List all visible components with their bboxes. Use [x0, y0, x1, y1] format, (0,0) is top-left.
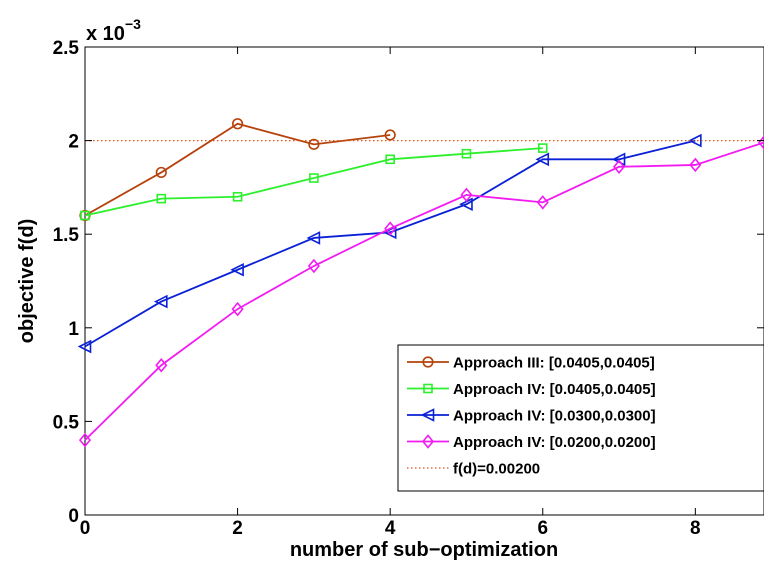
y-axis-label: objective f(d) — [16, 219, 38, 343]
axes-layer: 0 2 4 6 8 0 0.5 1 1.5 2 2.5 — [53, 38, 764, 539]
data-point-diamond — [231, 301, 244, 317]
series-layer — [77, 118, 764, 448]
legend-label: Approach IV: [0.0200,0.0200] — [453, 434, 656, 451]
data-point-square — [80, 210, 90, 221]
data-point-square — [309, 173, 319, 183]
series-line — [84, 122, 391, 217]
data-point-circle — [155, 166, 167, 179]
data-point-circle — [422, 356, 434, 368]
series-line — [84, 141, 764, 441]
legend-label: Approach IV: [0.0300,0.0300] — [453, 408, 656, 425]
data-point-circle — [384, 129, 396, 141]
data-point-diamond — [460, 187, 473, 203]
data-point-diamond — [613, 159, 626, 175]
data-point-triangle — [420, 408, 435, 422]
legend-items: Approach III: [0.0405,0.0405] Approach IV… — [407, 355, 656, 478]
legend: Approach III: [0.0405,0.0405] Approach IV… — [397, 344, 764, 492]
x-tick-label: 4 — [385, 518, 396, 539]
data-point-square — [423, 383, 433, 394]
series-line — [84, 147, 543, 217]
y-tick-label: 0.5 — [53, 412, 80, 433]
legend-label: f(d)=0.00200 — [453, 461, 540, 478]
series-3 — [77, 133, 702, 354]
data-point-triangle — [230, 262, 244, 277]
y-tick-label: 1.5 — [53, 225, 80, 246]
series-2 — [80, 143, 548, 221]
data-point-triangle — [306, 231, 321, 245]
y-tick-label: 2.5 — [53, 38, 80, 59]
data-point-square — [537, 143, 548, 153]
data-point-square — [232, 191, 243, 202]
data-point-diamond — [307, 258, 320, 274]
legend-label: Approach III: [0.0405,0.0405] — [453, 355, 655, 372]
x-tick-label: 0 — [80, 518, 91, 539]
legend-box — [397, 344, 764, 492]
data-point-square — [461, 148, 472, 159]
data-point-diamond — [155, 357, 168, 373]
data-point-diamond — [384, 221, 397, 236]
legend-entry-3: Approach IV: [0.0300,0.0300] — [407, 408, 656, 425]
data-point-diamond — [421, 434, 435, 449]
data-point-triangle — [154, 294, 168, 309]
data-point-triangle — [611, 152, 626, 167]
x-tick-label: 2 — [232, 518, 243, 539]
data-point-square — [156, 193, 167, 204]
data-point-diamond — [78, 432, 92, 448]
y-tick-label: 2 — [68, 132, 79, 153]
y-tick-label: 0 — [68, 506, 79, 527]
data-point-square — [385, 154, 395, 165]
series-line — [84, 139, 696, 348]
data-point-circle — [231, 118, 244, 130]
data-point-diamond — [536, 195, 549, 210]
legend-entry-1: Approach III: [0.0405,0.0405] — [407, 355, 655, 372]
x-tick-label: 6 — [537, 518, 548, 539]
data-point-triangle — [688, 133, 702, 148]
legend-entry-5: f(d)=0.00200 — [407, 461, 540, 478]
legend-entry-2: Approach IV: [0.0405,0.0405] — [407, 381, 656, 398]
y-exponent-label: x 10−3 — [86, 16, 141, 45]
y-tick-label: 1 — [68, 319, 79, 340]
data-point-triangle — [77, 339, 92, 354]
legend-entry-4: Approach IV: [0.0200,0.0200] — [407, 434, 656, 451]
x-tick-label: 8 — [690, 518, 701, 539]
legend-label: Approach IV: [0.0405,0.0405] — [453, 381, 656, 398]
data-point-circle — [308, 138, 320, 150]
data-point-triangle — [535, 152, 550, 167]
data-point-diamond — [689, 157, 702, 173]
x-axis-label: number of sub−optimization — [290, 539, 558, 561]
